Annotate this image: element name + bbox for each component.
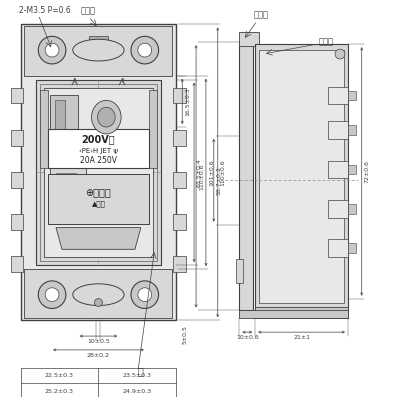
Bar	[348, 243, 356, 253]
Text: 200V用: 200V用	[82, 134, 115, 144]
Circle shape	[38, 36, 66, 64]
Text: 28±0.2: 28±0.2	[87, 353, 110, 358]
Text: 22.5±0.3: 22.5±0.3	[45, 373, 74, 378]
Bar	[236, 259, 243, 283]
Text: ↑: ↑	[72, 78, 78, 84]
Circle shape	[94, 299, 102, 306]
Bar	[48, 174, 149, 224]
Text: ボディ: ボディ	[318, 38, 333, 47]
Text: 58.7±0.2: 58.7±0.2	[217, 166, 222, 195]
Bar	[11, 172, 24, 188]
Circle shape	[138, 43, 152, 57]
Text: 10±0.6: 10±0.6	[236, 335, 259, 340]
Polygon shape	[56, 228, 141, 249]
Bar	[11, 130, 24, 146]
Bar	[173, 130, 186, 146]
Bar	[40, 84, 157, 261]
Bar	[255, 44, 348, 310]
Bar	[240, 32, 259, 46]
Circle shape	[335, 49, 345, 59]
Bar	[56, 152, 76, 168]
Text: 24.9±0.3: 24.9±0.3	[123, 389, 152, 394]
Bar	[328, 86, 348, 104]
Text: 取付枚: 取付枚	[81, 6, 96, 15]
Bar	[24, 26, 172, 76]
Ellipse shape	[98, 107, 115, 127]
Text: 110±0.6: 110±0.6	[199, 163, 204, 190]
Text: 23.5±0.3: 23.5±0.3	[123, 373, 152, 378]
Bar	[348, 90, 356, 100]
Bar	[50, 147, 86, 196]
Text: 25.2±0.3: 25.2±0.3	[45, 389, 74, 394]
Bar	[20, 24, 176, 320]
Circle shape	[138, 288, 152, 302]
Text: ⊕アース: ⊕アース	[86, 187, 111, 197]
Circle shape	[131, 36, 158, 64]
Bar	[328, 121, 348, 139]
Circle shape	[38, 281, 66, 308]
Bar	[173, 256, 186, 272]
Bar	[348, 204, 356, 214]
Text: 扇: 扇	[138, 366, 144, 376]
Bar	[88, 36, 108, 46]
Bar	[11, 256, 24, 272]
Text: ‹PE›H JET ψ: ‹PE›H JET ψ	[79, 148, 118, 154]
Text: 5±0.5: 5±0.5	[182, 325, 187, 344]
Bar	[173, 172, 186, 188]
Text: 10±0.5: 10±0.5	[87, 339, 110, 344]
Bar	[55, 100, 65, 130]
Ellipse shape	[73, 39, 124, 61]
Bar	[348, 125, 356, 135]
Text: 21±1: 21±1	[293, 335, 310, 340]
Bar	[11, 214, 24, 230]
Bar	[56, 173, 76, 189]
Bar	[48, 129, 149, 168]
Circle shape	[45, 288, 59, 302]
Text: ↑: ↑	[119, 78, 125, 84]
Circle shape	[131, 281, 158, 308]
Bar	[328, 200, 348, 218]
Ellipse shape	[73, 284, 124, 306]
Bar	[44, 88, 153, 257]
Bar	[11, 88, 24, 103]
Text: 72±0.6: 72±0.6	[365, 160, 370, 183]
Bar	[40, 90, 48, 168]
Bar	[259, 50, 344, 302]
Text: 101±0.6: 101±0.6	[209, 159, 214, 186]
Text: カバー: カバー	[254, 10, 269, 19]
Circle shape	[45, 43, 59, 57]
Ellipse shape	[92, 100, 121, 134]
Text: ▲あけ: ▲あけ	[92, 201, 105, 207]
Bar	[255, 306, 348, 318]
Text: 110±0.6: 110±0.6	[221, 159, 226, 186]
Bar	[240, 310, 348, 318]
Bar	[328, 240, 348, 257]
Text: 20A 250V: 20A 250V	[80, 156, 117, 165]
Bar	[149, 90, 157, 168]
Text: 2-M3.5 P=0.6: 2-M3.5 P=0.6	[18, 6, 70, 15]
Bar	[24, 269, 172, 318]
Bar	[36, 80, 160, 265]
Bar	[50, 96, 78, 137]
Bar	[173, 214, 186, 230]
Text: 16.5±0.3: 16.5±0.3	[185, 87, 190, 116]
Text: 63.5±0.4: 63.5±0.4	[197, 158, 202, 187]
Bar	[328, 160, 348, 178]
Bar	[348, 164, 356, 174]
Bar	[240, 42, 253, 310]
Bar	[173, 88, 186, 103]
